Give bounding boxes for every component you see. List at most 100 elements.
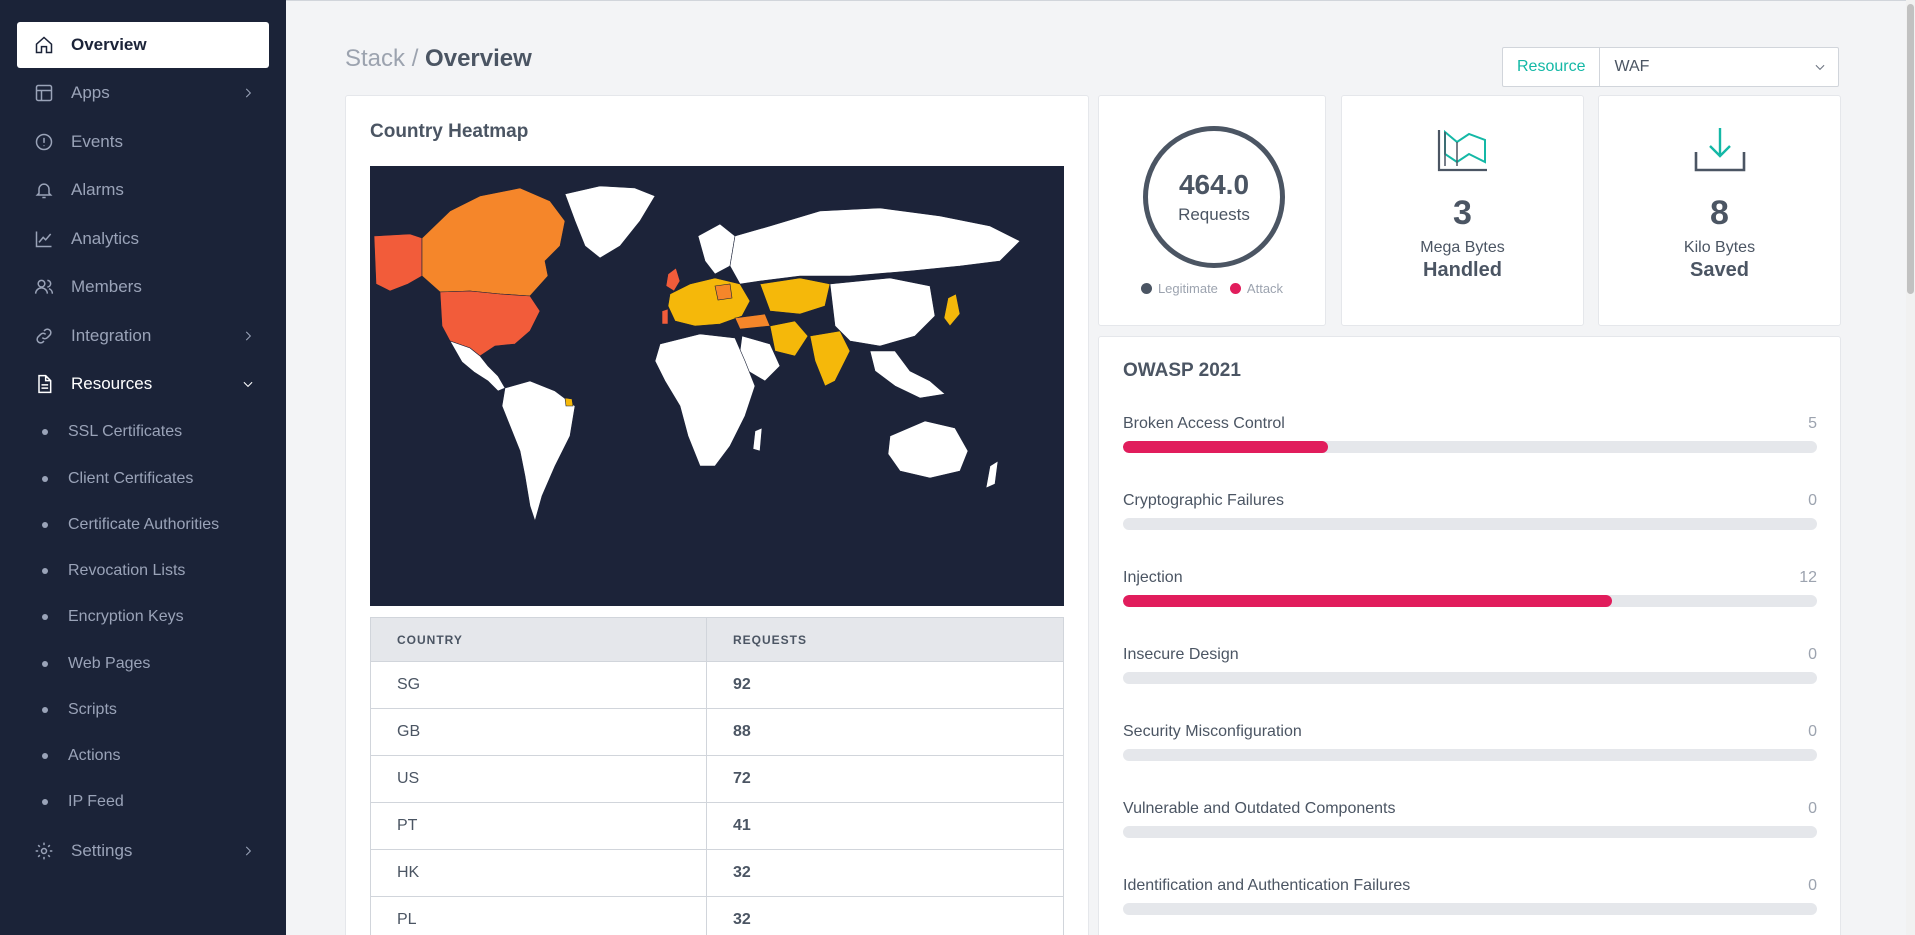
legend-attack[interactable]: Attack [1229, 281, 1283, 296]
bullet-icon [42, 476, 48, 482]
map-region-portugal[interactable] [661, 308, 669, 325]
megabytes-unit: Mega Bytes [1420, 239, 1505, 256]
map-region-scandinavia[interactable] [697, 223, 736, 275]
bullet-icon [42, 429, 48, 435]
megabytes-card: 3 Mega Bytes Handled [1341, 95, 1584, 326]
bullet-icon [42, 661, 48, 667]
breadcrumb-root[interactable]: Stack [345, 45, 406, 72]
sidebar-subitem-encryption-keys[interactable]: Encryption Keys [42, 602, 184, 632]
map-region-africa[interactable] [654, 333, 756, 467]
owasp-item-count: 0 [1808, 492, 1817, 509]
owasp-card: OWASP 2021 Broken Access Control 5 Cryptog… [1098, 336, 1841, 935]
legend-legitimate[interactable]: Legitimate [1140, 281, 1218, 296]
owasp-row: Identification and Authentication Failur… [1123, 877, 1817, 915]
bullet-icon [42, 799, 48, 805]
sidebar-item-label: Alarms [71, 180, 124, 199]
sidebar-item-label: Analytics [71, 229, 140, 248]
page-scrollbar[interactable] [1906, 0, 1915, 935]
owasp-item-count: 0 [1808, 800, 1817, 817]
sidebar-item-events[interactable]: Events [17, 119, 269, 165]
map-region-uk[interactable] [665, 267, 681, 292]
kilobytes-unit: Kilo Bytes [1683, 239, 1756, 256]
owasp-progress-track [1123, 672, 1817, 684]
top-divider [286, 0, 1915, 1]
table-row: GB 88 [370, 708, 1064, 756]
subitem-label: Scripts [68, 701, 117, 718]
owasp-row: Vulnerable and Outdated Components 0 [1123, 800, 1817, 838]
map-region-south-america[interactable] [501, 380, 576, 523]
sidebar-subitem-actions[interactable]: Actions [42, 741, 120, 771]
requests-cell: 32 [706, 896, 1064, 935]
world-map[interactable] [370, 166, 1064, 606]
column-header-country[interactable]: COUNTRY [370, 617, 707, 662]
sidebar-item-label: Overview [71, 35, 147, 54]
map-region-new-zealand[interactable] [985, 460, 999, 489]
map-region-japan[interactable] [943, 293, 961, 327]
map-region-madagascar[interactable] [752, 427, 763, 452]
sidebar-subitem-revocation-lists[interactable]: Revocation Lists [42, 556, 185, 586]
map-region-india[interactable] [809, 330, 851, 387]
owasp-item-name: Vulnerable and Outdated Components [1123, 800, 1396, 817]
sidebar-subitem-certificate-authorities[interactable]: Certificate Authorities [42, 510, 219, 540]
map-region-greenland[interactable] [564, 185, 656, 259]
map-region-china[interactable] [829, 277, 936, 347]
owasp-progress-track [1123, 749, 1817, 761]
owasp-item-name: Broken Access Control [1123, 415, 1285, 432]
map-region-guyana[interactable] [564, 397, 574, 407]
sidebar-item-resources[interactable]: Resources [17, 361, 269, 407]
table-row: SG 92 [370, 661, 1064, 709]
owasp-title: OWASP 2021 [1123, 360, 1241, 381]
sidebar: Overview Apps Events Alarms Analytics Me… [0, 0, 286, 935]
table-row: PT 41 [370, 802, 1064, 850]
country-cell: PL [370, 896, 707, 935]
map-region-alaska[interactable] [373, 233, 423, 292]
bullet-icon [42, 753, 48, 759]
country-cell: US [370, 755, 707, 803]
sidebar-item-members[interactable]: Members [17, 264, 269, 310]
map-region-australia[interactable] [887, 420, 969, 479]
legend-dot [1229, 283, 1241, 294]
sidebar-item-label: Resources [71, 374, 153, 393]
sidebar-item-settings[interactable]: Settings [17, 828, 269, 874]
download-icon [1692, 124, 1748, 174]
requests-cell: 41 [706, 802, 1064, 850]
chevron-down-icon [241, 376, 255, 390]
sidebar-item-alarms[interactable]: Alarms [17, 167, 269, 213]
owasp-item-name: Cryptographic Failures [1123, 492, 1284, 509]
sidebar-subitem-web-pages[interactable]: Web Pages [42, 649, 150, 679]
scrollbar-thumb[interactable] [1907, 4, 1914, 294]
owasp-item-count: 5 [1808, 415, 1817, 432]
resource-select[interactable]: Resource WAF [1502, 47, 1839, 87]
subitem-label: Encryption Keys [68, 608, 184, 625]
owasp-progress-track [1123, 518, 1817, 530]
sidebar-item-overview[interactable]: Overview [17, 22, 269, 68]
sidebar-subitem-ssl-certificates[interactable]: SSL Certificates [42, 417, 182, 447]
map-region-central-asia[interactable] [759, 277, 831, 315]
gear-icon [33, 840, 55, 862]
megabytes-value: 3 [1453, 194, 1472, 232]
sidebar-item-analytics[interactable]: Analytics [17, 216, 269, 262]
sidebar-item-label: Integration [71, 326, 152, 345]
sidebar-item-apps[interactable]: Apps [17, 70, 269, 116]
map-region-iran[interactable] [769, 320, 809, 357]
resource-value[interactable]: WAF [1614, 58, 1650, 75]
sidebar-subitem-scripts[interactable]: Scripts [42, 695, 117, 725]
requests-card: 464.0 Requests Legitimate Attack [1098, 95, 1326, 326]
sidebar-subitem-ip-feed[interactable]: IP Feed [42, 787, 124, 817]
chevron-down-icon[interactable] [1802, 60, 1838, 74]
map-region-poland[interactable] [714, 283, 733, 301]
sidebar-item-integration[interactable]: Integration [17, 313, 269, 359]
country-cell: PT [370, 802, 707, 850]
map-region-southeast-asia[interactable] [869, 350, 946, 399]
sidebar-subitem-client-certificates[interactable]: Client Certificates [42, 464, 193, 494]
requests-legend: Legitimate Attack [1099, 281, 1325, 296]
map-region-canada[interactable] [421, 187, 566, 297]
owasp-progress-track [1123, 595, 1817, 607]
users-icon [33, 276, 55, 298]
owasp-row: Insecure Design 0 [1123, 646, 1817, 684]
owasp-progress-track [1123, 903, 1817, 915]
requests-cell: 32 [706, 849, 1064, 897]
column-header-requests[interactable]: REQUESTS [706, 617, 1064, 662]
map-region-russia[interactable] [729, 207, 1021, 285]
chart-line-icon [33, 228, 55, 250]
